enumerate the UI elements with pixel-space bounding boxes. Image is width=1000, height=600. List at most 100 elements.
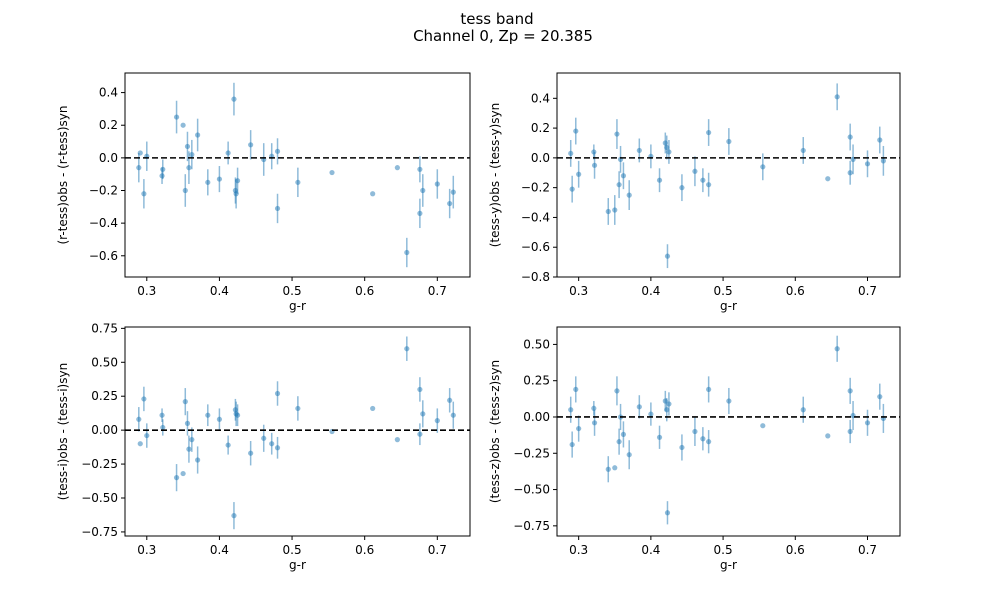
- x-tick-label-tess-z-4: 0.7: [858, 543, 877, 557]
- data-point-tess-i-24: [274, 445, 281, 451]
- y-tick-label-tess-i-5: 0.50: [91, 355, 118, 369]
- y-tick-label-tess-i-2: −0.25: [81, 457, 118, 471]
- data-point-tess-z-6: [605, 466, 611, 472]
- data-point-tess-z-33: [864, 420, 871, 426]
- x-tick-label-tess-y-4: 0.7: [858, 284, 877, 298]
- data-point-tess-i-12: [195, 457, 201, 463]
- data-point-tess-z-0: [568, 407, 574, 413]
- data-point-tess-i-9: [184, 420, 191, 426]
- data-point-tess-i-5: [160, 424, 166, 431]
- data-point-r-tess-30: [417, 210, 423, 216]
- data-point-r-tess-32: [420, 187, 426, 194]
- axes-frame-r-tess: [124, 72, 471, 278]
- data-point-tess-i-32: [420, 411, 426, 417]
- data-point-tess-i-27: [370, 405, 376, 412]
- data-point-tess-z-34: [877, 394, 883, 400]
- data-point-tess-y-5: [591, 162, 598, 168]
- data-point-tess-y-13: [636, 147, 642, 154]
- data-point-tess-i-6: [173, 475, 180, 481]
- data-point-r-tess-9: [184, 143, 191, 150]
- data-point-r-tess-31: [417, 166, 423, 172]
- data-point-tess-y-19: [666, 149, 672, 155]
- data-point-r-tess-27: [370, 191, 376, 197]
- data-point-tess-y-1: [569, 186, 575, 192]
- data-point-tess-y-31: [847, 170, 853, 176]
- y-axis-label-tess-z: (tess-z)obs - (tess-z)syn: [488, 360, 502, 503]
- y-tick-label-tess-i-4: 0.25: [91, 389, 118, 403]
- data-point-r-tess-35: [450, 189, 456, 195]
- x-tick-label-tess-y-2: 0.5: [714, 284, 733, 298]
- x-tick-label-r-tess-1: 0.4: [210, 284, 229, 298]
- y-tick-label-tess-i-6: 0.75: [91, 321, 118, 335]
- data-point-tess-i-7: [180, 470, 186, 477]
- data-point-tess-y-20: [679, 185, 685, 191]
- data-point-tess-i-3: [144, 432, 150, 439]
- data-point-r-tess-16: [231, 96, 237, 102]
- data-point-tess-y-18: [664, 253, 671, 259]
- data-point-r-tess-34: [447, 200, 453, 207]
- figure-title-line1: tess band: [460, 10, 533, 28]
- x-tick-label-r-tess-3: 0.6: [355, 284, 374, 298]
- data-point-r-tess-19: [234, 178, 241, 184]
- data-point-tess-i-22: [269, 441, 275, 447]
- data-point-tess-i-8: [182, 399, 188, 405]
- data-point-r-tess-1: [137, 150, 143, 156]
- axes-frame-tess-y: [556, 72, 901, 278]
- data-point-r-tess-15: [225, 150, 231, 156]
- x-axis-label-tess-i: g-r: [289, 558, 306, 572]
- y-tick-label-tess-y-0: −0.8: [521, 270, 550, 284]
- data-point-r-tess-11: [189, 152, 195, 158]
- data-point-tess-z-17: [664, 407, 670, 413]
- data-point-r-tess-6: [173, 114, 180, 120]
- x-tick-label-tess-y-3: 0.6: [786, 284, 805, 298]
- x-tick-label-tess-i-3: 0.6: [355, 543, 374, 557]
- y-tick-label-tess-y-4: 0.0: [531, 151, 550, 165]
- x-tick-label-tess-z-2: 0.5: [714, 543, 733, 557]
- data-point-tess-z-3: [576, 425, 582, 432]
- data-point-tess-z-5: [591, 420, 598, 426]
- data-point-tess-y-15: [656, 177, 663, 183]
- data-point-r-tess-33: [434, 181, 440, 187]
- x-tick-label-tess-y-0: 0.3: [569, 284, 588, 298]
- y-tick-label-tess-y-5: 0.2: [531, 121, 550, 135]
- x-tick-label-tess-z-1: 0.4: [641, 543, 660, 557]
- y-tick-label-r-tess-3: 0.0: [99, 151, 118, 165]
- data-point-tess-i-34: [447, 397, 453, 403]
- data-point-r-tess-14: [216, 176, 223, 182]
- data-point-tess-z-20: [679, 444, 685, 451]
- data-point-tess-y-23: [706, 129, 712, 136]
- data-point-tess-z-30: [847, 388, 853, 394]
- data-point-r-tess-5: [160, 166, 166, 172]
- data-point-tess-i-10: [186, 446, 192, 452]
- data-point-tess-y-27: [800, 147, 806, 154]
- data-point-tess-i-28: [394, 437, 400, 443]
- data-point-tess-y-11: [620, 173, 627, 179]
- data-point-tess-y-0: [568, 150, 574, 157]
- y-tick-label-tess-y-3: −0.2: [521, 181, 550, 195]
- data-point-tess-z-2: [573, 386, 579, 393]
- x-tick-label-tess-z-3: 0.6: [786, 543, 805, 557]
- x-axis-label-tess-y: g-r: [720, 299, 737, 313]
- data-point-tess-i-0: [136, 416, 142, 422]
- y-axis-label-tess-i: (tess-i)obs - (tess-i)syn: [56, 363, 70, 500]
- data-point-r-tess-25: [295, 179, 301, 185]
- data-point-tess-z-19: [666, 401, 672, 407]
- data-point-tess-y-33: [864, 161, 871, 167]
- y-tick-label-tess-y-1: −0.6: [521, 240, 550, 254]
- data-point-tess-z-31: [847, 428, 853, 435]
- data-point-r-tess-28: [394, 165, 400, 171]
- data-point-tess-y-9: [616, 182, 622, 188]
- axes-frame-tess-i: [124, 326, 471, 537]
- y-tick-label-tess-z-0: −0.75: [513, 519, 550, 533]
- subplot-r-tess: 0.3 0.4 0.5 0.6 0.7 −0.6 −0.4 −0.2 0.0 0.2 0.4 g-r (…: [56, 72, 471, 313]
- data-point-tess-i-20: [248, 450, 254, 456]
- data-point-tess-y-25: [726, 138, 732, 145]
- data-point-r-tess-23: [274, 205, 281, 212]
- x-tick-label-tess-y-1: 0.4: [641, 284, 660, 298]
- data-point-tess-y-17: [664, 144, 670, 151]
- data-point-tess-z-24: [706, 439, 712, 445]
- y-tick-label-tess-z-2: −0.25: [513, 446, 550, 460]
- plot-area-tess-z: [557, 327, 900, 536]
- figure-title-line2: Channel 0, Zp = 20.385: [413, 27, 593, 45]
